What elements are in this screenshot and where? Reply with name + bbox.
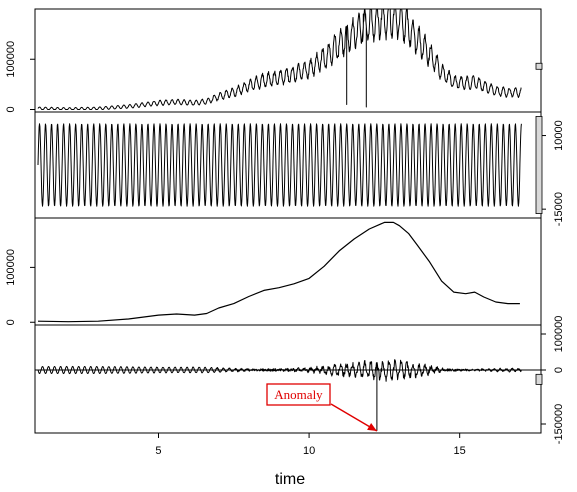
- data-series-line: [37, 8, 522, 110]
- seasonal-series-line: [37, 123, 522, 207]
- y-tick-label: -15000: [553, 192, 565, 226]
- y-tick-label: 100000: [5, 41, 17, 78]
- scale-bar: [535, 62, 543, 70]
- panel-data: 0 100000: [5, 8, 543, 113]
- anomaly-label: Anomaly: [274, 387, 323, 402]
- y-tick-label: 10000: [553, 120, 565, 151]
- x-tick-label: 10: [303, 445, 315, 457]
- y-tick-label: -150000: [553, 404, 565, 444]
- anomaly-arrowhead: [367, 422, 377, 431]
- y-tick-label: 100000: [5, 249, 17, 286]
- panel-trend: 0 100000: [5, 217, 542, 326]
- anomaly-label-box: [266, 383, 331, 406]
- panel-frame: [34, 8, 542, 113]
- panel-frame: [34, 324, 542, 434]
- y-tick-label: 100000: [553, 316, 565, 353]
- anomaly-annotation: Anomaly: [266, 383, 378, 432]
- y-tick-label: 0: [553, 367, 565, 373]
- y-tick-label: 0: [5, 106, 17, 112]
- x-tick-label: 15: [454, 445, 466, 457]
- x-tick-label: 5: [155, 445, 161, 457]
- trend-series-line: [37, 221, 520, 323]
- scale-bar: [535, 373, 543, 385]
- panel-frame: [34, 217, 542, 326]
- remainder-series-line: [37, 359, 522, 431]
- x-axis: 5 10 15: [155, 433, 466, 457]
- scale-bar: [535, 116, 543, 214]
- x-axis-title: time: [275, 471, 305, 488]
- y-tick-label: 0: [5, 319, 17, 325]
- panel-remainder: -150000 0 100000: [34, 316, 565, 444]
- panel-seasonal: -15000 10000: [34, 111, 565, 226]
